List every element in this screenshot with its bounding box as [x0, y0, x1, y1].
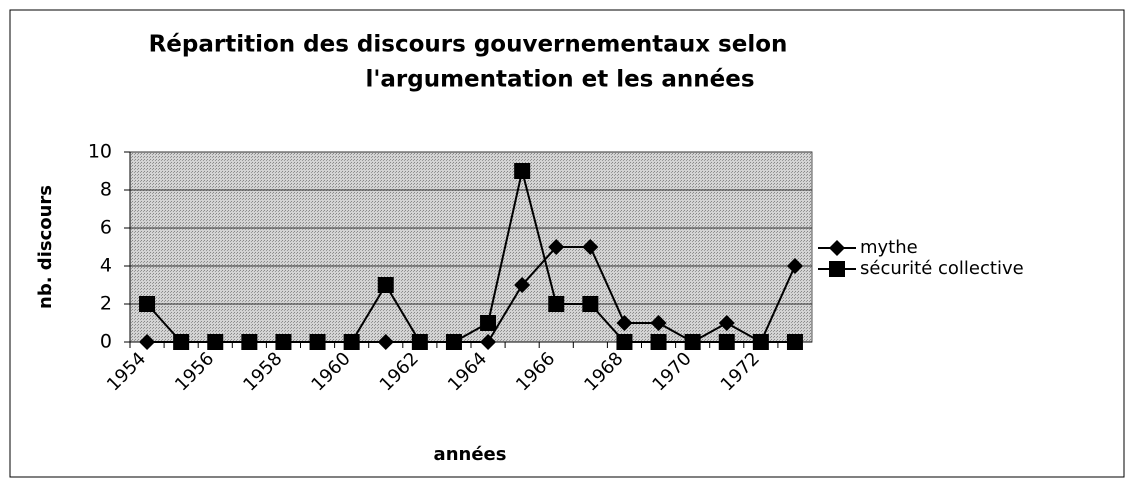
marker: [582, 239, 599, 255]
y-axis-label: nb. discours: [35, 185, 56, 309]
marker: [829, 261, 845, 277]
marker: [616, 315, 633, 331]
marker: [514, 277, 531, 293]
marker: [650, 315, 667, 331]
marker: [786, 258, 803, 274]
y-tick-label: 2: [100, 293, 112, 315]
chart-title: l'argumentation et les années: [365, 67, 754, 93]
marker: [829, 240, 845, 256]
marker: [173, 334, 190, 350]
y-tick-label: 4: [100, 255, 112, 277]
y-tick-label: 8: [100, 179, 112, 201]
marker: [207, 334, 224, 350]
plot-area: [129, 151, 813, 343]
marker: [480, 315, 497, 331]
marker: [752, 334, 769, 350]
y-tick-label: 10: [88, 141, 112, 163]
x-axis-label: années: [434, 444, 507, 465]
marker: [309, 334, 326, 350]
marker: [343, 334, 360, 350]
marker: [139, 296, 156, 312]
marker: [377, 277, 394, 293]
marker: [684, 334, 701, 350]
marker: [480, 334, 497, 350]
marker: [582, 296, 599, 312]
marker: [445, 334, 462, 350]
marker: [548, 239, 565, 255]
marker: [786, 334, 803, 350]
marker: [241, 334, 258, 350]
chart-title: Répartition des discours gouvernementaux…: [149, 32, 788, 58]
legend-label: sécurité collective: [860, 258, 1024, 279]
marker: [650, 334, 667, 350]
marker: [275, 334, 292, 350]
y-tick-label: 6: [100, 217, 112, 239]
marker: [548, 296, 565, 312]
legend-label: mythe: [860, 237, 918, 258]
marker: [718, 334, 735, 350]
marker: [377, 334, 394, 350]
marker: [514, 163, 531, 179]
y-tick-label: 0: [100, 331, 112, 353]
marker: [139, 334, 156, 350]
marker: [411, 334, 428, 350]
marker: [616, 334, 633, 350]
marker: [718, 315, 735, 331]
